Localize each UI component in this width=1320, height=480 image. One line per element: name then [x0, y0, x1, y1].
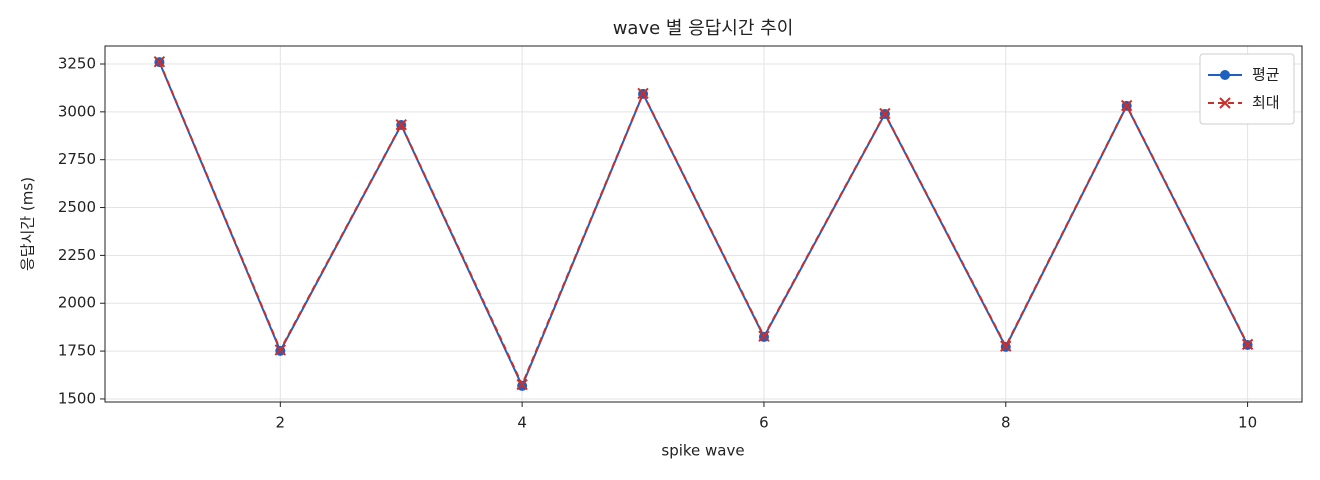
y-tick-label: 3250 [58, 54, 96, 72]
legend-marker [1220, 70, 1230, 80]
chart-title: wave 별 응답시간 추이 [613, 18, 794, 39]
plot-frame [104, 45, 1303, 403]
x-tick-label: 4 [517, 414, 527, 432]
marker [153, 55, 166, 68]
marker [758, 330, 770, 342]
y-axis-label: 응답시간 (ms) [19, 177, 37, 271]
marker [274, 344, 287, 356]
y-tick-label: 2750 [58, 150, 96, 168]
y-tick-label: 2000 [58, 294, 96, 312]
x-tick-label: 2 [276, 414, 286, 432]
y-tick-label: 3000 [58, 102, 96, 120]
marker [637, 87, 649, 100]
legend-label: 최대 [1252, 94, 1280, 112]
x-tick-label: 8 [1001, 414, 1011, 432]
y-tick-label: 1750 [58, 342, 96, 360]
marker [1120, 99, 1133, 112]
marker [879, 107, 891, 120]
x-axis-label: spike wave [661, 442, 744, 460]
y-tick-label: 2500 [58, 198, 96, 216]
series-line [158, 61, 1249, 389]
legend-box [1199, 53, 1295, 125]
y-tick-label: 1500 [58, 389, 96, 407]
legend-label: 평균 [1252, 66, 1280, 84]
marker [395, 118, 407, 131]
marker [1241, 338, 1254, 351]
legend-marker [1219, 97, 1231, 109]
series-line [158, 61, 1249, 388]
y-tick-label: 2250 [58, 246, 96, 264]
x-tick-label: 10 [1238, 414, 1257, 432]
x-tick-label: 6 [759, 414, 769, 432]
marker [1000, 340, 1012, 352]
marker [516, 378, 528, 391]
